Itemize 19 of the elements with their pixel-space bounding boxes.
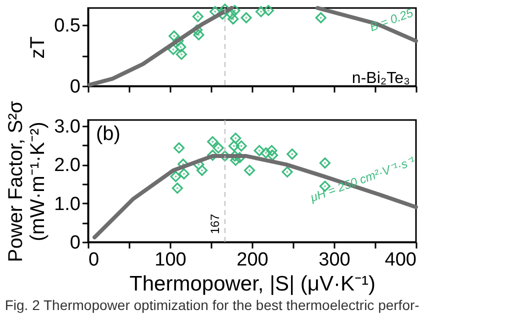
x-tick-label: 400 bbox=[384, 250, 416, 270]
y-tick-label: 0 bbox=[70, 76, 80, 98]
caption: Fig. 2 Thermopower optimization for the best thermoelectric perfor- bbox=[4, 296, 420, 313]
x-tick-label: 200 bbox=[236, 250, 268, 270]
x-tick-label: 0 bbox=[88, 250, 100, 270]
x-axis-title: Thermopower, |S| (μV·K⁻¹) bbox=[130, 272, 376, 296]
annotation: B = 0.25 bbox=[368, 5, 416, 34]
y-tick-label: 3.0 bbox=[54, 116, 80, 138]
y-tick-label: 0 bbox=[70, 232, 80, 254]
y-tick-label: 0.5 bbox=[54, 16, 80, 37]
y-tick-label: 2.0 bbox=[54, 155, 80, 176]
ref-line-label: 167 bbox=[208, 214, 222, 234]
annotation: n-Bi₂Te₃ bbox=[352, 70, 410, 87]
x-tick-label: 100 bbox=[154, 250, 186, 270]
x-tick-label: 300 bbox=[318, 250, 350, 270]
y-axis-title: Power Factor, S²σ (mW·m⁻¹·K⁻²) bbox=[5, 100, 50, 262]
y-tick-label: 1.0 bbox=[54, 194, 80, 215]
annotation: (b) bbox=[96, 123, 120, 145]
y-axis-title: zT bbox=[27, 36, 50, 59]
